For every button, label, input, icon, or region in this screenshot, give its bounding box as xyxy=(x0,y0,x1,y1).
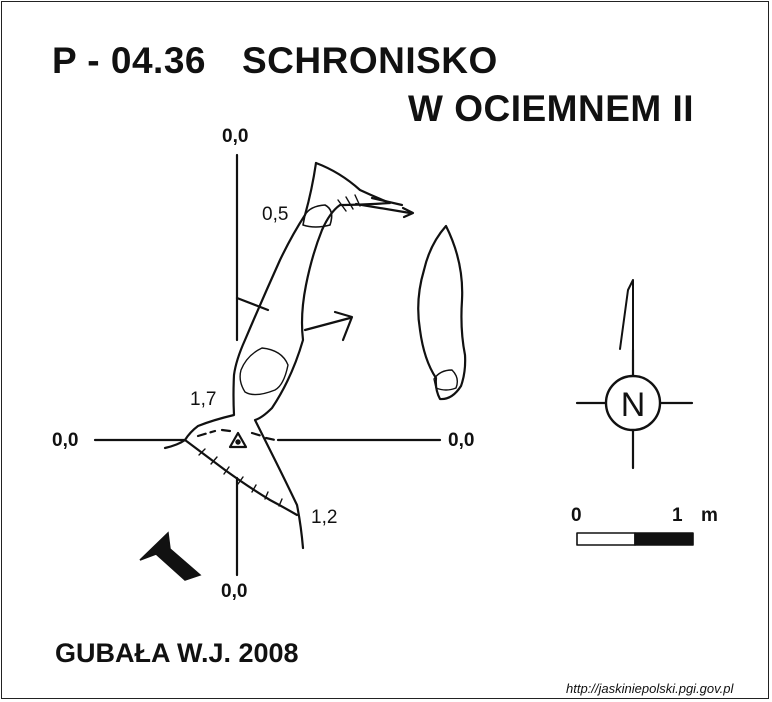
section-label-left: 0,0 xyxy=(52,430,79,451)
cave-name-title-line2: W OCIEMNEM II xyxy=(408,88,695,129)
author-credit: GUBAŁA W.J. 2008 xyxy=(55,638,299,668)
compass-circle xyxy=(604,374,662,432)
rock-block-middle xyxy=(239,347,289,396)
scale-bar-white xyxy=(576,532,636,546)
section-label-right: 0,0 xyxy=(448,430,475,451)
north-arrow-icon xyxy=(619,279,634,351)
cave-code-title: P - 04.36 xyxy=(52,40,206,81)
scale-label-zero: 0 xyxy=(571,505,582,526)
slope-hatching xyxy=(198,194,361,507)
section-arrow xyxy=(303,316,352,332)
entrance-direction-arrow-icon xyxy=(139,531,202,581)
scale-bar-black xyxy=(634,532,694,546)
entrance-arrow-head xyxy=(401,206,415,219)
section-label-bottom: 0,0 xyxy=(221,581,248,602)
cave-name-title: SCHRONISKO xyxy=(242,40,498,81)
entrance-arrow xyxy=(354,202,412,215)
compass-north-letter: N xyxy=(621,386,646,424)
cave-outline-left xyxy=(163,161,318,450)
dripline-dashed xyxy=(196,428,277,442)
rock-block-top xyxy=(302,204,333,228)
scale-label-one: 1 xyxy=(672,505,683,526)
depth-label-bottom: 1,2 xyxy=(311,507,338,528)
source-url: http://jaskiniepolski.pgi.gov.pl xyxy=(566,681,734,696)
section-label-top: 0,0 xyxy=(222,126,249,147)
cave-outline-bottom xyxy=(183,438,299,517)
survey-point-triangle xyxy=(228,431,248,449)
scale-label-unit: m xyxy=(701,505,718,526)
depth-label-entrance: 0,5 xyxy=(262,204,289,225)
section-tick-upper xyxy=(235,296,270,312)
section-arrow-head xyxy=(333,310,354,342)
depth-label-middle: 1,7 xyxy=(190,389,217,410)
cross-section-rock xyxy=(433,369,459,391)
cross-section-outline xyxy=(417,224,467,401)
